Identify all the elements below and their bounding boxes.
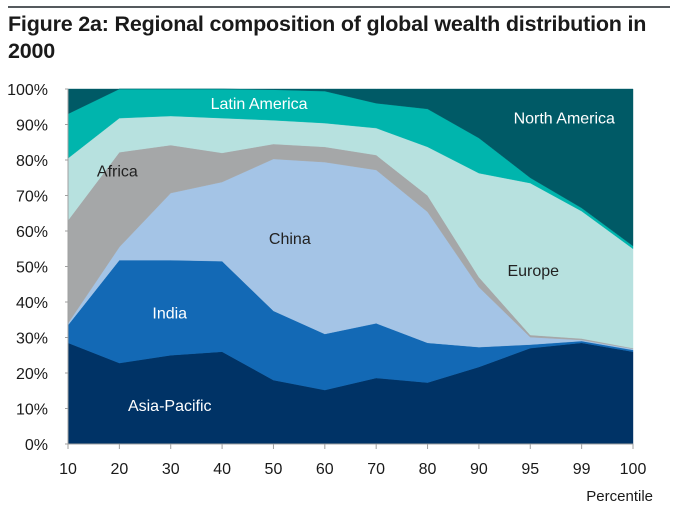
x-axis-title: Percentile: [586, 488, 653, 505]
y-tick-label: 10%: [16, 402, 48, 419]
x-tick-label: 80: [419, 461, 437, 478]
x-tick-label: 40: [213, 461, 231, 478]
area-layers: [67, 88, 634, 445]
area-north-america: [67, 88, 634, 247]
y-tick-label: 60%: [16, 224, 48, 241]
y-tick-label: 50%: [16, 260, 48, 277]
axes: 0% 10% 20% 30% 40% 50% 60% 70% 80% 90% 100% 10 20 30 4…: [7, 82, 646, 478]
x-tick-label: 70: [367, 461, 385, 478]
top-rule: [8, 6, 670, 8]
series-label-north-america: North America: [514, 110, 615, 127]
chart-title: Figure 2a: Regional composition of globa…: [8, 12, 647, 63]
x-tick-label: 90: [470, 461, 488, 478]
y-tick-label: 40%: [16, 295, 48, 312]
x-tick-label: 100: [620, 461, 647, 478]
x-tick-label: 10: [59, 461, 77, 478]
y-tick-label: 30%: [16, 331, 48, 348]
series-label-china: China: [269, 231, 311, 248]
series-labels: Latin America North America Africa China Eur…: [97, 96, 615, 415]
x-tick-label: 99: [573, 461, 591, 478]
y-tick-label: 0%: [25, 437, 48, 454]
x-tick-label: 50: [265, 461, 283, 478]
x-tick-label: 95: [521, 461, 539, 478]
y-tick-label: 20%: [16, 366, 48, 383]
y-tick-label: 100%: [7, 82, 48, 99]
x-tick-label: 20: [110, 461, 128, 478]
x-tick-label: 60: [316, 461, 334, 478]
series-label-africa: Africa: [97, 164, 138, 181]
series-label-europe: Europe: [507, 263, 559, 280]
y-tick-label: 70%: [16, 189, 48, 206]
y-tick-label: 80%: [16, 153, 48, 170]
x-tick-label: 30: [162, 461, 180, 478]
series-label-latin-america: Latin America: [211, 96, 308, 113]
y-tick-label: 90%: [16, 118, 48, 135]
series-label-asia-pacific: Asia-Pacific: [128, 398, 212, 415]
series-label-india: India: [152, 306, 187, 323]
